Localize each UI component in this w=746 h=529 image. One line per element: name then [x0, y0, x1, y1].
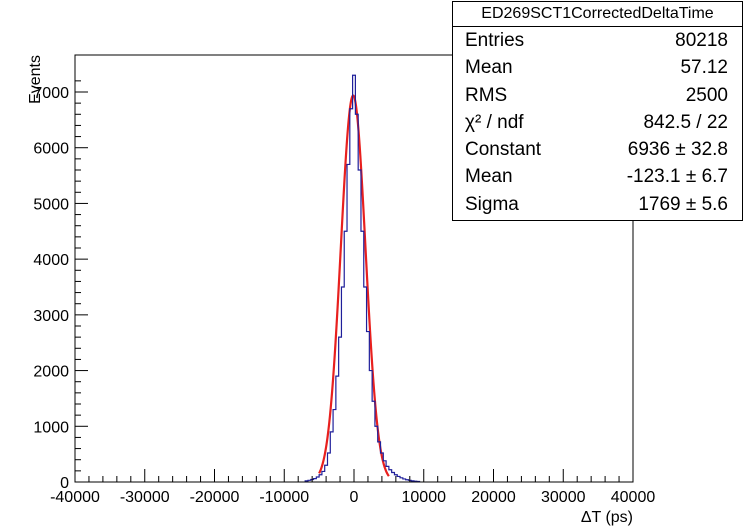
- x-tick-label: -40000: [50, 489, 100, 506]
- stats-label: RMS: [465, 84, 508, 106]
- stats-row-rms: RMS 2500: [453, 82, 742, 109]
- stats-label: Constant: [465, 139, 542, 161]
- stats-label: Mean: [465, 166, 513, 188]
- x-axis-label: ΔT (ps): [581, 509, 633, 526]
- stats-value: 2500: [685, 84, 728, 106]
- fit-layer: [318, 94, 390, 477]
- x-tick-label: 20000: [471, 489, 516, 506]
- x-tick-label: 0: [350, 489, 359, 506]
- y-tick-label: 7000: [33, 85, 69, 102]
- stats-row-chi2: χ² / ndf 842.5 / 22: [453, 109, 742, 136]
- stats-label: Mean: [465, 57, 513, 79]
- stats-value: 80218: [675, 30, 728, 51]
- stats-label: χ² / ndf: [465, 111, 524, 133]
- stats-label: Sigma: [465, 193, 519, 215]
- stats-title: ED269SCT1CorrectedDeltaTime: [453, 2, 742, 27]
- gaussian-fit-curve: [318, 94, 390, 477]
- x-tick-label: -30000: [120, 489, 170, 506]
- stats-row-fit-mean: Mean -123.1 ± 6.7: [453, 163, 742, 190]
- stats-row-sigma: Sigma 1769 ± 5.6: [453, 191, 742, 218]
- y-tick-label: 2000: [33, 364, 69, 381]
- x-tick-label: -20000: [190, 489, 240, 506]
- stats-value: 1769 ± 5.6: [638, 193, 728, 215]
- x-tick-label: -10000: [259, 489, 309, 506]
- y-tick-label: 4000: [33, 252, 69, 269]
- x-tick-label: 30000: [541, 489, 586, 506]
- stats-value: 842.5 / 22: [643, 111, 728, 133]
- y-tick-label: 1000: [33, 419, 69, 436]
- x-tick-label: 10000: [402, 489, 447, 506]
- stats-value: 6936 ± 32.8: [627, 139, 728, 161]
- y-tick-label: 0: [60, 475, 69, 492]
- histogram-steps: [304, 74, 421, 483]
- y-tick-label: 5000: [33, 196, 69, 213]
- axes: -40000 -30000 -20000 -10000 0 10000 20000 30000…: [27, 54, 656, 526]
- stats-box: ED269SCT1CorrectedDeltaTime Entries 8021…: [452, 1, 743, 221]
- histogram-layer: [304, 74, 421, 483]
- y-tick-label: 3000: [33, 308, 69, 325]
- x-tick-label: 40000: [611, 489, 656, 506]
- stats-row-mean: Mean 57.12: [453, 54, 742, 81]
- y-axis-label: Events: [27, 55, 44, 104]
- stats-value: 57.12: [680, 57, 728, 79]
- stats-label: Entries: [465, 30, 525, 51]
- stats-value: -123.1 ± 6.7: [626, 166, 728, 188]
- y-tick-label: 6000: [33, 141, 69, 158]
- stats-row-entries: Entries 80218: [453, 27, 742, 54]
- stats-row-constant: Constant 6936 ± 32.8: [453, 136, 742, 163]
